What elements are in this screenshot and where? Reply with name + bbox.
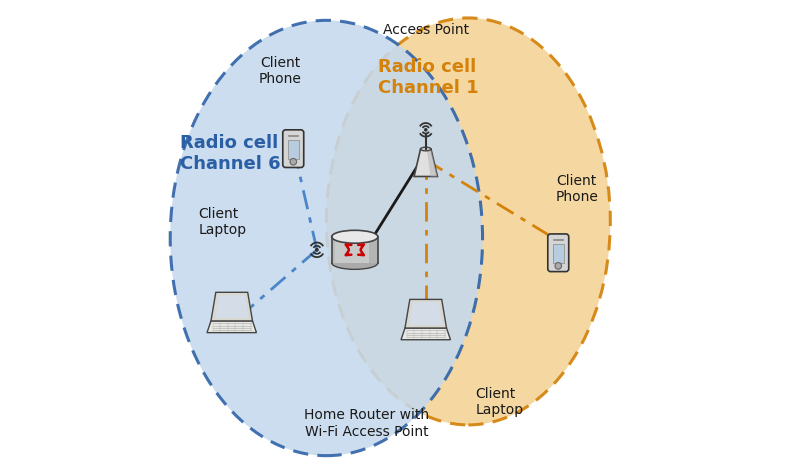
Ellipse shape [332,257,378,269]
Bar [369,237,378,263]
FancyBboxPatch shape [547,234,569,272]
Circle shape [555,263,562,269]
Text: Radio cell
Channel 1: Radio cell Channel 1 [378,58,479,97]
Ellipse shape [332,230,378,243]
Text: Client
Phone: Client Phone [556,174,599,204]
Bar [332,237,336,263]
Circle shape [290,159,296,165]
Text: Access Point: Access Point [382,23,468,37]
Polygon shape [211,292,253,321]
FancyBboxPatch shape [288,140,299,159]
Text: Home Router with
Wi-Fi Access Point: Home Router with Wi-Fi Access Point [304,408,429,438]
Ellipse shape [420,147,431,151]
Text: Client
Laptop: Client Laptop [198,207,246,238]
Circle shape [425,129,427,131]
Polygon shape [405,299,446,328]
FancyBboxPatch shape [553,244,563,264]
Polygon shape [401,328,450,340]
Ellipse shape [170,20,483,456]
Polygon shape [427,149,438,177]
Ellipse shape [326,18,611,425]
FancyBboxPatch shape [283,130,303,168]
Circle shape [316,248,318,251]
Polygon shape [409,302,442,325]
Polygon shape [414,149,438,177]
Text: Client
Laptop: Client Laptop [476,387,524,417]
Bar [332,237,378,263]
Polygon shape [207,321,257,333]
Text: Radio cell
Channel 6: Radio cell Channel 6 [179,134,280,173]
Polygon shape [215,295,248,318]
Text: Client
Phone: Client Phone [259,56,302,86]
